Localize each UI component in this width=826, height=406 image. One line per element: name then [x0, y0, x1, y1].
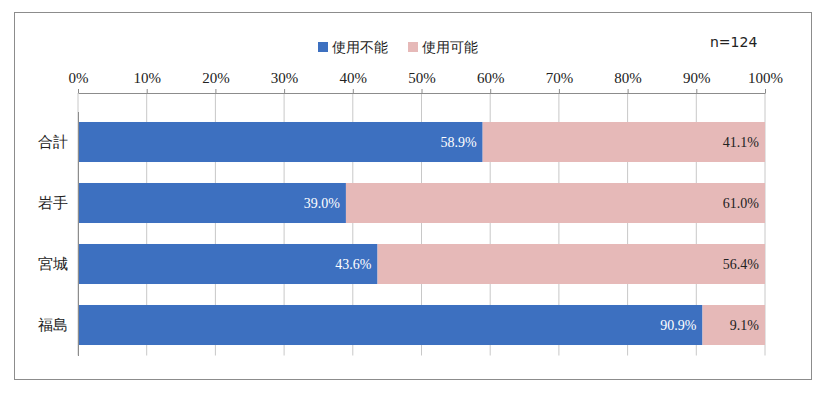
bar-segment: [483, 122, 765, 162]
tick: 10%: [133, 70, 161, 93]
data-label: 58.9%: [440, 135, 477, 150]
tick: 0%: [69, 70, 89, 93]
legend: 使用不能 使用可能: [318, 39, 478, 55]
tick-label: 10%: [133, 70, 161, 86]
tick: 岩手: [38, 194, 78, 212]
data-label: 41.1%: [723, 135, 760, 150]
legend-label: 使用可能: [422, 39, 478, 55]
data-label: 56.4%: [723, 257, 760, 272]
data-label: 9.1%: [730, 318, 760, 333]
bar-segment: [702, 305, 765, 345]
data-label: 39.0%: [304, 196, 341, 211]
chart: 58.9% 41.1% 39.0% 61.0% 43.6% 56.4% 90.9% 9.1% 0…: [0, 0, 826, 406]
grid: [78, 93, 765, 356]
tick-mark: [147, 89, 148, 93]
annotation: n=124: [710, 34, 757, 50]
tick-mark: [422, 89, 423, 93]
tick-label: 70%: [546, 70, 574, 86]
tick-label: 60%: [477, 70, 505, 86]
bar-segment: [78, 305, 702, 345]
tick: 30%: [271, 70, 299, 93]
tick-label: 50%: [408, 70, 436, 86]
tick: 50%: [408, 70, 436, 93]
tick-mark: [696, 89, 697, 93]
chart-frame: [15, 13, 812, 380]
bar-segment: [78, 244, 378, 284]
tick: 70%: [546, 70, 574, 93]
tick: 20%: [202, 70, 230, 93]
category-label: 宮城: [38, 255, 68, 273]
tick: 40%: [340, 70, 368, 93]
legend-swatch: [318, 42, 328, 52]
tick-label: 30%: [271, 70, 299, 86]
category-label: 岩手: [38, 194, 68, 212]
tick-label: 80%: [614, 70, 642, 86]
tick: 合計: [38, 133, 78, 151]
tick: 80%: [614, 70, 642, 93]
category-label: 合計: [38, 133, 68, 151]
tick-mark: [628, 89, 629, 93]
legend-label: 使用不能: [332, 39, 388, 55]
axis-line: [79, 93, 766, 94]
tick: 宮城: [38, 255, 78, 273]
tick-mark: [284, 89, 285, 93]
tick-mark: [215, 89, 216, 93]
tick-mark: [765, 89, 766, 93]
y-axis: 合計岩手宮城福島: [38, 112, 79, 356]
legend-swatch: [408, 42, 418, 52]
bar-segment: [78, 183, 346, 223]
bar-segment: [346, 183, 765, 223]
x-axis: 0% 10% 20% 30% 40% 50% 60% 70% 80% 90% 100%: [69, 70, 784, 94]
bar-segment: [378, 244, 765, 284]
data-labels: 58.9% 41.1% 39.0% 61.0% 43.6% 56.4% 90.9% 9.1%: [304, 135, 760, 333]
tick: 90%: [683, 70, 711, 93]
tick-mark: [559, 89, 560, 93]
tick-label: 90%: [683, 70, 711, 86]
tick: 60%: [477, 70, 505, 93]
data-label: 43.6%: [335, 257, 372, 272]
category-label: 福島: [38, 316, 68, 334]
tick-label: 0%: [69, 70, 89, 86]
grid-line: [78, 93, 79, 356]
tick-label: 20%: [202, 70, 230, 86]
tick: 100%: [748, 70, 783, 93]
data-label: 90.9%: [660, 318, 697, 333]
tick-mark: [78, 89, 79, 93]
tick-mark: [353, 89, 354, 93]
tick-mark: [490, 89, 491, 93]
tick: 福島: [38, 316, 78, 334]
bars: [78, 122, 765, 345]
data-label: 61.0%: [723, 196, 760, 211]
axis-line: [78, 112, 79, 356]
bar-segment: [78, 122, 483, 162]
tick-label: 40%: [340, 70, 368, 86]
tick-label: 100%: [748, 70, 783, 86]
